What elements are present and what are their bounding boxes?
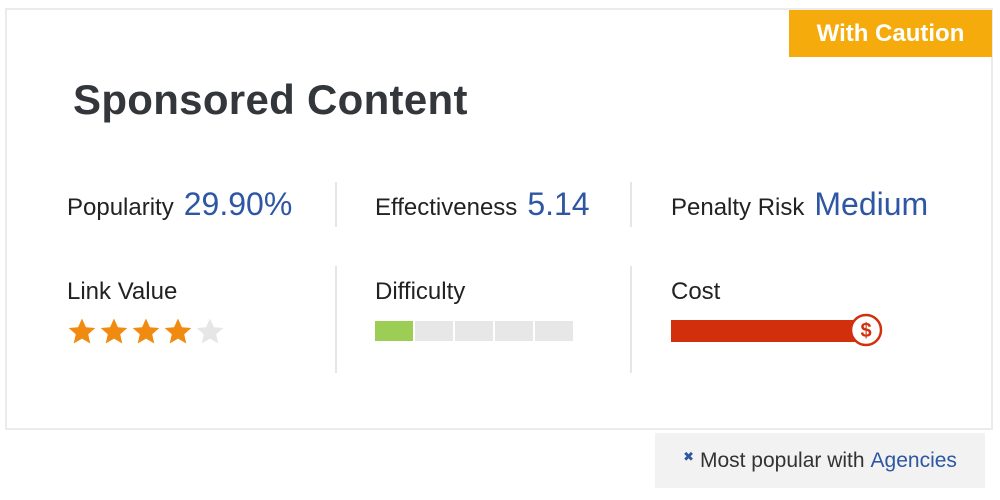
sponsored-content-card: With Caution Sponsored Content [5, 8, 993, 430]
divider [335, 266, 337, 373]
popularity-label: Popularity [67, 194, 174, 221]
divider [335, 182, 337, 227]
link-value-rating [66, 316, 226, 348]
cost-label: Cost [671, 278, 721, 305]
divider [630, 182, 632, 227]
difficulty-segment [375, 321, 413, 341]
popularity-value: 29.90% [183, 186, 293, 222]
penalty-risk-label: Penalty Risk [671, 194, 805, 221]
effectiveness-label: Effectiveness [375, 194, 518, 221]
footer-text: Most popular with [699, 448, 865, 472]
caution-badge: With Caution [789, 10, 992, 57]
star-empty-icon [196, 318, 224, 344]
effectiveness-value: 5.14 [527, 186, 590, 222]
svg-text:$: $ [860, 320, 871, 342]
star-filled-icon [100, 318, 128, 344]
difficulty-segment [455, 321, 493, 341]
card-title: Sponsored Content [73, 76, 468, 123]
difficulty-segment [535, 321, 573, 341]
star-filled-icon [68, 318, 96, 344]
difficulty-meter [375, 321, 575, 341]
link-value-label: Link Value [67, 278, 178, 305]
star-filled-icon [164, 318, 192, 344]
dollar-icon: $ [849, 313, 883, 347]
star-filled-icon [132, 318, 160, 344]
difficulty-segment [415, 321, 453, 341]
difficulty-segment [495, 321, 533, 341]
cost-bar-fill [671, 320, 861, 342]
audience-footer: ✖ Most popular with Agencies [655, 433, 985, 488]
popularity-metric: Popularity 29.90% [67, 186, 292, 223]
difficulty-label: Difficulty [375, 278, 466, 305]
close-icon: ✖ [683, 448, 694, 464]
effectiveness-metric: Effectiveness 5.14 [375, 186, 590, 223]
agencies-link[interactable]: Agencies [870, 448, 957, 472]
cost-bar [671, 320, 861, 342]
penalty-risk-value: Medium [814, 186, 929, 222]
divider [630, 266, 632, 373]
penalty-risk-metric: Penalty Risk Medium [671, 186, 928, 223]
